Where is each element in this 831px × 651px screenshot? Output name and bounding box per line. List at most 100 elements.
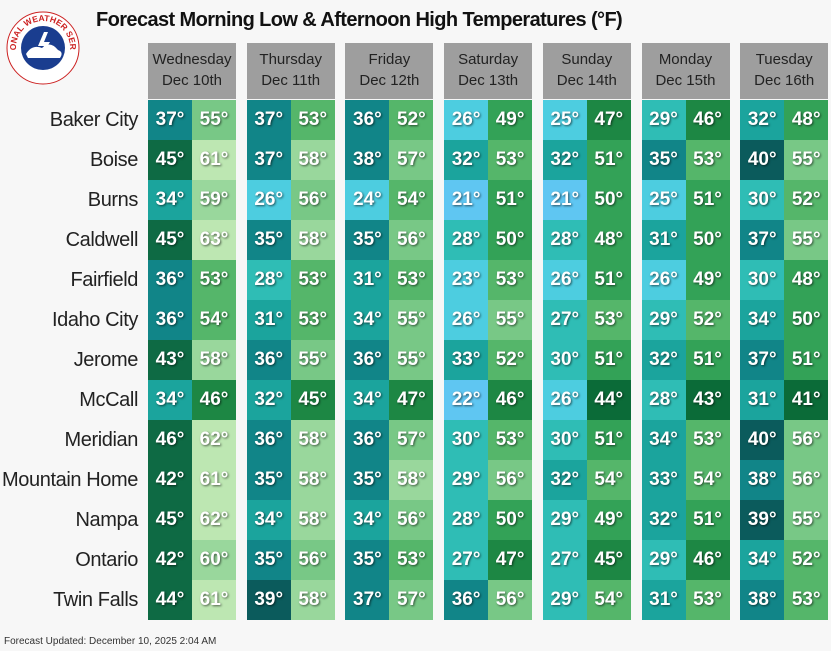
high-temp: 53° xyxy=(389,540,434,580)
day-date: Dec 14th xyxy=(556,72,617,89)
low-temp: 28° xyxy=(444,500,489,540)
high-temp: 58° xyxy=(290,500,335,540)
high-temp: 51° xyxy=(586,260,631,300)
high-temp: 55° xyxy=(488,300,533,340)
high-temp: 60° xyxy=(192,540,236,580)
day-date: Dec 11th xyxy=(261,72,321,89)
low-temp: 35° xyxy=(641,140,686,180)
low-temp: 36° xyxy=(444,580,489,620)
high-temp: 49° xyxy=(586,500,631,540)
low-temp: 37° xyxy=(740,220,785,260)
low-temp: 31° xyxy=(641,220,686,260)
low-temp: 31° xyxy=(345,260,390,300)
day-day: Tuesday xyxy=(755,51,813,68)
low-temp: 45° xyxy=(148,500,192,540)
low-temp: 32° xyxy=(641,500,686,540)
low-temp: 35° xyxy=(246,540,291,580)
low-temp: 29° xyxy=(641,300,686,340)
city-label: Ontario xyxy=(75,549,138,571)
high-temp: 46° xyxy=(685,100,730,140)
high-temp: 54° xyxy=(586,580,631,620)
low-temp: 39° xyxy=(246,580,291,620)
high-temp: 45° xyxy=(586,540,631,580)
high-temp: 52° xyxy=(685,300,730,340)
low-temp: 32° xyxy=(641,340,686,380)
high-temp: 56° xyxy=(290,180,335,220)
high-temp: 55° xyxy=(389,340,434,380)
day-day: Wednesday xyxy=(152,51,232,68)
low-temp: 26° xyxy=(444,100,489,140)
low-temp: 28° xyxy=(444,220,489,260)
low-temp: 36° xyxy=(345,100,390,140)
day-date: Dec 12th xyxy=(359,72,420,89)
high-temp: 48° xyxy=(586,220,631,260)
low-temp: 27° xyxy=(444,540,489,580)
high-temp: 59° xyxy=(192,180,236,220)
low-temp: 35° xyxy=(345,220,390,260)
logo: NATIONAL WEATHER SERVICE xyxy=(4,6,80,85)
low-temp: 34° xyxy=(345,380,390,420)
low-temp: 45° xyxy=(148,140,192,180)
high-temp: 56° xyxy=(784,460,829,500)
low-temp: 27° xyxy=(542,300,587,340)
day-header: Sunday Dec 14th xyxy=(542,43,631,99)
high-temp: 53° xyxy=(586,300,631,340)
high-temp: 53° xyxy=(685,140,730,180)
high-temp: 43° xyxy=(685,380,730,420)
low-temp: 36° xyxy=(345,420,390,460)
low-temp: 29° xyxy=(641,100,686,140)
high-temp: 52° xyxy=(784,540,829,580)
low-temp: 29° xyxy=(542,500,587,540)
high-temp: 53° xyxy=(685,580,730,620)
high-temp: 61° xyxy=(192,460,236,500)
high-temp: 52° xyxy=(488,340,533,380)
high-temp: 56° xyxy=(784,420,829,460)
high-temp: 53° xyxy=(389,260,434,300)
low-temp: 42° xyxy=(148,460,192,500)
low-temp: 45° xyxy=(148,220,192,260)
low-temp: 38° xyxy=(345,140,390,180)
high-temp: 58° xyxy=(290,220,335,260)
low-temp: 33° xyxy=(641,460,686,500)
low-temp: 38° xyxy=(740,460,785,500)
low-temp: 29° xyxy=(444,460,489,500)
day-day: Friday xyxy=(368,51,411,68)
high-temp: 49° xyxy=(488,100,533,140)
high-temp: 51° xyxy=(488,180,533,220)
high-temp: 51° xyxy=(685,500,730,540)
high-temp: 47° xyxy=(488,540,533,580)
low-temp: 28° xyxy=(641,380,686,420)
high-temp: 55° xyxy=(784,140,829,180)
high-temp: 58° xyxy=(389,460,434,500)
high-temp: 51° xyxy=(685,180,730,220)
high-temp: 58° xyxy=(290,460,335,500)
day-date: Dec 13th xyxy=(458,72,519,89)
high-temp: 53° xyxy=(290,260,335,300)
day-header: Thursday Dec 11th xyxy=(246,43,335,99)
high-temp: 56° xyxy=(488,460,533,500)
low-temp: 34° xyxy=(740,540,785,580)
high-temp: 51° xyxy=(685,340,730,380)
city-label: McCall xyxy=(79,389,138,411)
high-temp: 58° xyxy=(290,420,335,460)
low-temp: 40° xyxy=(740,140,785,180)
high-temp: 55° xyxy=(192,100,236,140)
footer: Forecast Updated: December 10, 2025 2:04… xyxy=(4,636,217,647)
city-label: Twin Falls xyxy=(53,589,138,611)
low-temp: 28° xyxy=(246,260,291,300)
low-temp: 34° xyxy=(345,500,390,540)
low-temp: 30° xyxy=(444,420,489,460)
low-temp: 38° xyxy=(740,580,785,620)
high-temp: 46° xyxy=(488,380,533,420)
high-temp: 54° xyxy=(685,460,730,500)
low-temp: 30° xyxy=(542,340,587,380)
high-temp: 56° xyxy=(488,580,533,620)
city-label: Idaho City xyxy=(51,309,138,331)
low-temp: 21° xyxy=(444,180,489,220)
low-temp: 26° xyxy=(641,260,686,300)
high-temp: 51° xyxy=(784,340,829,380)
city-label: Fairfield xyxy=(70,269,138,291)
low-temp: 26° xyxy=(444,300,489,340)
low-temp: 37° xyxy=(740,340,785,380)
low-temp: 26° xyxy=(542,380,587,420)
